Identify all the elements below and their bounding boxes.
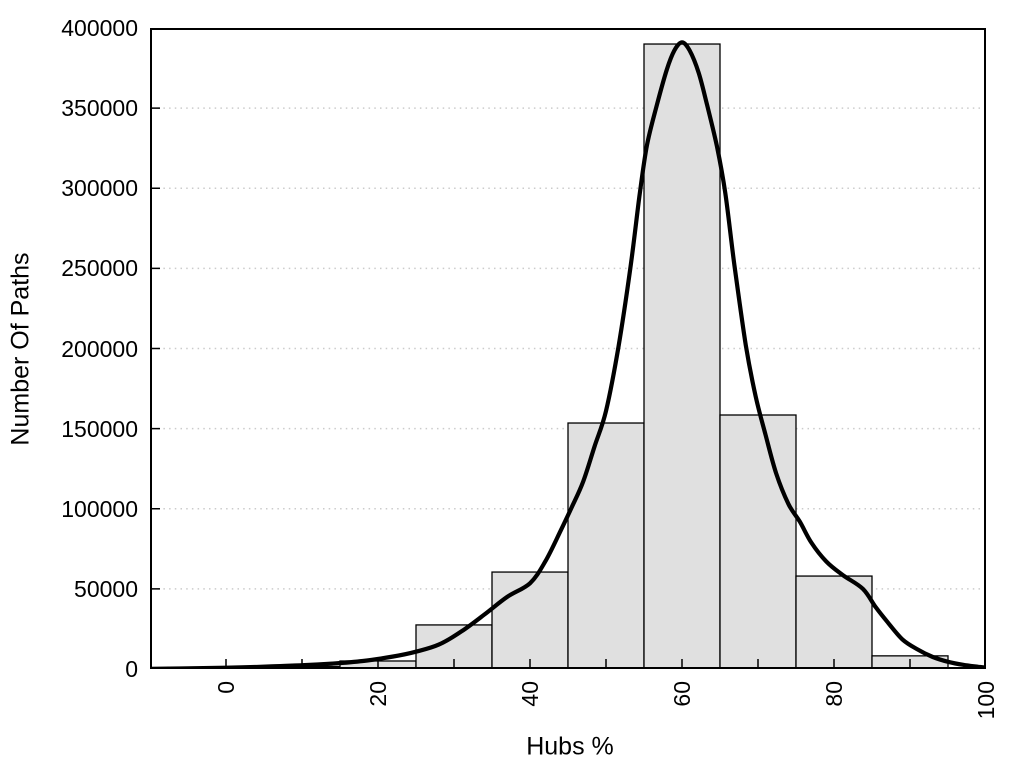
fit-curve [150, 40, 986, 669]
x-tick-label: 40 [517, 681, 543, 707]
y-tick-label: 100000 [61, 495, 138, 522]
y-tick-label: 0 [125, 656, 138, 682]
histogram-bar [795, 575, 873, 669]
plot-area [150, 28, 986, 669]
x-tick-label: 100 [973, 681, 999, 720]
histogram-bar [491, 571, 569, 669]
x-tick-label: 80 [821, 681, 847, 707]
x-axis-title: Hubs % [526, 732, 614, 761]
y-tick-label: 150000 [61, 415, 138, 442]
x-tick-label: 0 [213, 681, 239, 694]
histogram-bar [643, 43, 721, 669]
y-tick-label: 200000 [61, 335, 138, 362]
plot-border [150, 28, 986, 669]
x-tick-label: 60 [669, 681, 695, 707]
y-tick-label: 400000 [61, 15, 138, 41]
histogram-bar [567, 422, 645, 669]
y-tick-label: 300000 [61, 175, 138, 202]
y-tick-label: 250000 [61, 255, 138, 282]
histogram-bar [719, 414, 797, 669]
y-tick-label: 350000 [61, 95, 138, 122]
x-tick-label: 20 [365, 681, 391, 707]
y-tick-label: 50000 [74, 575, 138, 602]
